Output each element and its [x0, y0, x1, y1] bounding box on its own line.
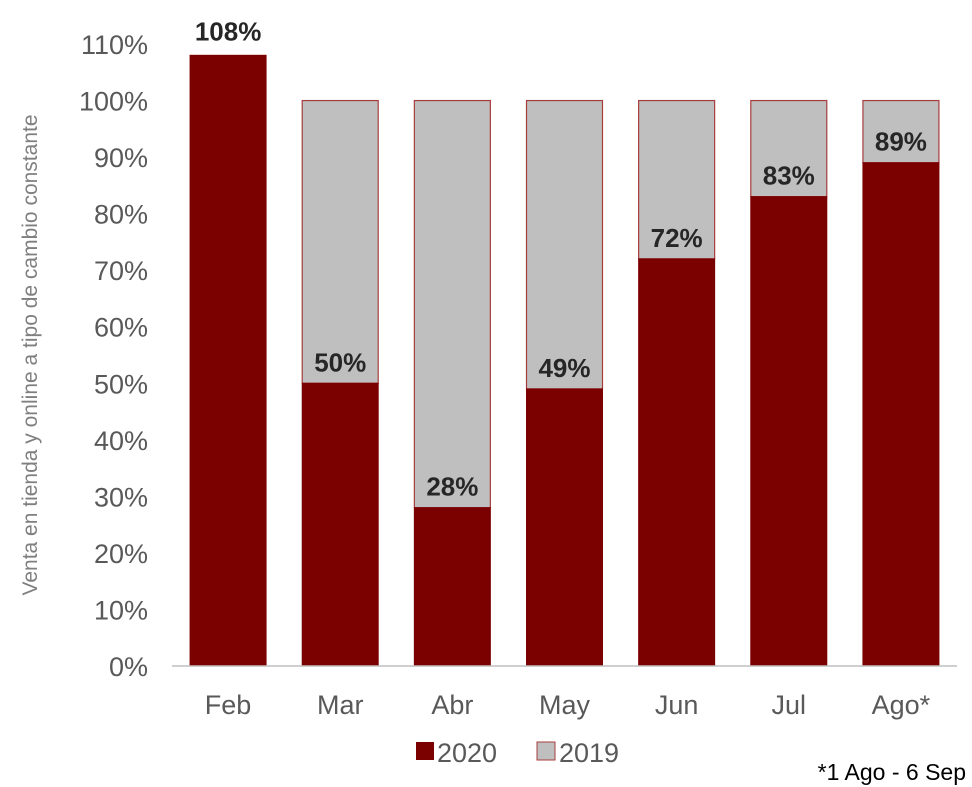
bar-2019: [525, 99, 604, 390]
y-tick-label: 80%: [94, 200, 148, 230]
bar-2020: [189, 54, 267, 667]
bar-2019: [750, 99, 828, 198]
data-label: 108%: [195, 16, 262, 46]
legend-swatch-2019: [536, 741, 556, 761]
y-tick-label: 30%: [94, 482, 148, 512]
bar-2020: [413, 507, 491, 667]
data-label: 89%: [875, 127, 927, 157]
bar-2020: [862, 162, 940, 667]
x-axis-ticks: Feb Mar Abr May Jun Jul Ago*: [205, 690, 931, 720]
data-labels: 108% 50% 28% 49% 72% 83% 89%: [195, 16, 927, 501]
y-tick-label: 90%: [94, 143, 148, 173]
data-label: 50%: [314, 347, 366, 377]
data-label: 28%: [426, 472, 478, 502]
x-tick-label: Mar: [317, 690, 364, 720]
y-axis-ticks: 0% 10% 20% 30% 40% 50% 60% 70% 80% 90% 100% 110%: [79, 30, 148, 682]
x-tick-label: Abr: [431, 690, 473, 720]
bar-2019: [413, 99, 491, 509]
y-tick-label: 40%: [94, 426, 148, 456]
y-axis-label: Venta en tienda y online a tipo de cambi…: [19, 114, 42, 595]
y-tick-label: 60%: [94, 313, 148, 343]
bar-2019: [638, 99, 716, 260]
data-label: 83%: [763, 161, 815, 191]
y-tick-label: 100%: [79, 87, 148, 117]
bar-2020: [638, 258, 716, 667]
y-tick-label: 20%: [94, 539, 148, 569]
x-tick-label: Ago*: [872, 690, 931, 720]
y-tick-label: 110%: [81, 30, 148, 60]
y-tick-label: 10%: [94, 595, 148, 625]
y-tick-label: 0%: [109, 652, 148, 682]
x-tick-label: Jun: [655, 690, 699, 720]
x-tick-label: Jul: [772, 690, 807, 720]
legend-label-2019: 2019: [559, 738, 619, 768]
bar-2020: [750, 196, 828, 667]
bar-2020: [301, 382, 379, 667]
x-tick-label: May: [539, 690, 591, 720]
x-tick-label: Feb: [205, 690, 252, 720]
bar-2019: [301, 99, 379, 384]
data-label: 72%: [651, 223, 703, 253]
bars: [189, 54, 940, 667]
y-tick-label: 70%: [94, 256, 148, 286]
y-tick-label: 50%: [94, 369, 148, 399]
bar-2019: [862, 99, 940, 164]
data-label: 49%: [538, 353, 590, 383]
legend-swatch-2020: [416, 742, 434, 760]
legend: 2020 2019: [416, 738, 619, 768]
footnote: *1 Ago - 6 Sep: [818, 759, 966, 785]
legend-label-2020: 2020: [437, 738, 497, 768]
bar-2020: [526, 388, 603, 667]
